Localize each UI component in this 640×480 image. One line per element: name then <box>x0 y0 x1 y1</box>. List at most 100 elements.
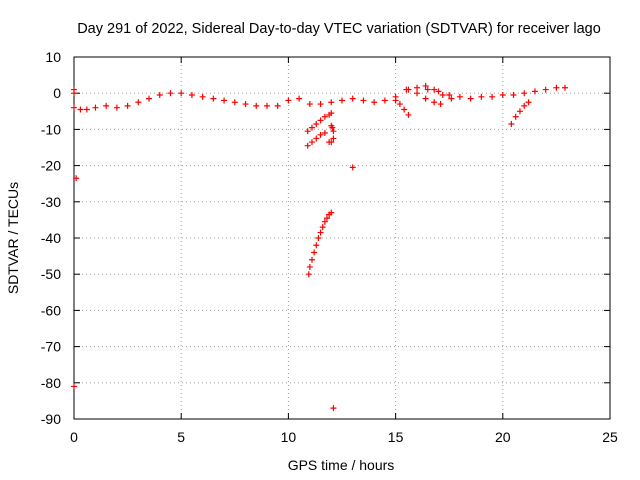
data-point <box>199 93 206 100</box>
data-point <box>371 99 378 106</box>
data-point <box>221 97 228 104</box>
data-point <box>414 90 421 97</box>
data-point <box>306 263 313 270</box>
data-point <box>349 95 356 102</box>
data-point <box>146 95 153 102</box>
x-axis-title: GPS time / hours <box>288 457 395 473</box>
x-tick-label: 25 <box>602 429 618 445</box>
data-point <box>512 113 519 120</box>
data-point <box>339 97 345 104</box>
data-point <box>304 142 311 149</box>
y-tick-label: -30 <box>41 194 61 210</box>
data-point <box>124 102 131 109</box>
data-point <box>525 99 532 106</box>
data-point <box>439 92 446 99</box>
chart-title: Day 291 of 2022, Sidereal Day-to-day VTE… <box>77 21 601 37</box>
series-arc-g <box>422 82 455 102</box>
series-arc-d <box>328 122 337 135</box>
data-point <box>328 99 335 106</box>
data-point <box>401 106 408 113</box>
data-point <box>531 88 538 95</box>
data-point <box>308 256 315 263</box>
y-tick-label: -70 <box>41 339 61 355</box>
data-point <box>431 99 438 106</box>
data-point <box>516 108 523 115</box>
series-arc-e <box>392 97 412 118</box>
data-point <box>231 99 238 106</box>
data-point <box>253 102 260 109</box>
data-point <box>296 95 303 102</box>
data-point <box>210 95 217 102</box>
data-point <box>405 111 412 118</box>
data-point <box>521 90 528 97</box>
data-point <box>330 135 337 142</box>
data-point <box>510 92 517 99</box>
y-tick-label: -90 <box>41 411 61 427</box>
y-tick-labels: 10 0 -10 -20 -30 -40 -50 -60 -70 -80 -90 <box>41 49 61 427</box>
data-points <box>71 82 568 412</box>
data-point <box>321 113 328 120</box>
data-point <box>424 86 431 93</box>
data-point <box>305 271 312 278</box>
data-point <box>435 88 442 95</box>
y-tick-label: -50 <box>41 266 61 282</box>
data-point <box>360 97 367 104</box>
data-point <box>274 102 281 109</box>
data-point <box>561 84 568 91</box>
x-tick-label: 0 <box>70 429 78 445</box>
data-point <box>71 104 77 111</box>
data-point <box>405 86 412 93</box>
data-point <box>313 242 320 249</box>
axis-ticks <box>73 56 611 420</box>
data-point <box>242 101 249 108</box>
data-point <box>542 86 549 93</box>
data-point <box>521 102 528 109</box>
data-point <box>188 92 195 99</box>
x-tick-labels: 0 5 10 15 20 25 <box>70 429 618 445</box>
series-arc-f <box>405 86 444 108</box>
data-point <box>285 97 292 104</box>
data-point <box>73 175 80 182</box>
data-point <box>456 93 463 100</box>
series-arc-h <box>508 99 532 127</box>
data-point <box>422 82 429 89</box>
y-tick-label: 0 <box>53 85 61 101</box>
y-tick-label: -20 <box>41 158 61 174</box>
data-point <box>431 86 438 93</box>
data-point <box>263 102 270 109</box>
data-point <box>330 405 337 412</box>
series-arc-a <box>304 110 335 135</box>
data-point <box>396 101 403 108</box>
data-point <box>489 93 496 100</box>
data-point <box>317 101 324 108</box>
data-point <box>414 84 421 91</box>
data-point <box>467 95 474 102</box>
data-point <box>83 106 90 113</box>
data-point <box>328 209 335 216</box>
data-point <box>167 90 174 97</box>
data-point <box>321 218 328 225</box>
y-axis-title: SDTVAR / TECUs <box>5 182 21 294</box>
data-point <box>71 90 77 97</box>
x-tick-label: 20 <box>495 429 511 445</box>
data-point <box>311 249 318 256</box>
data-point <box>392 97 399 104</box>
data-point <box>422 95 429 102</box>
data-point <box>323 215 330 222</box>
data-point <box>448 95 455 102</box>
data-point <box>437 101 444 108</box>
series-isolated <box>71 86 356 412</box>
data-point <box>499 92 506 99</box>
data-point <box>304 128 311 135</box>
data-point <box>308 139 315 146</box>
y-tick-label: -40 <box>41 230 61 246</box>
data-point <box>319 224 326 231</box>
data-point <box>156 92 163 99</box>
data-point <box>306 101 313 108</box>
y-tick-label: 10 <box>45 49 61 65</box>
y-tick-label: -60 <box>41 302 61 318</box>
data-point <box>329 124 336 131</box>
data-point <box>317 117 324 124</box>
data-point <box>317 131 324 138</box>
